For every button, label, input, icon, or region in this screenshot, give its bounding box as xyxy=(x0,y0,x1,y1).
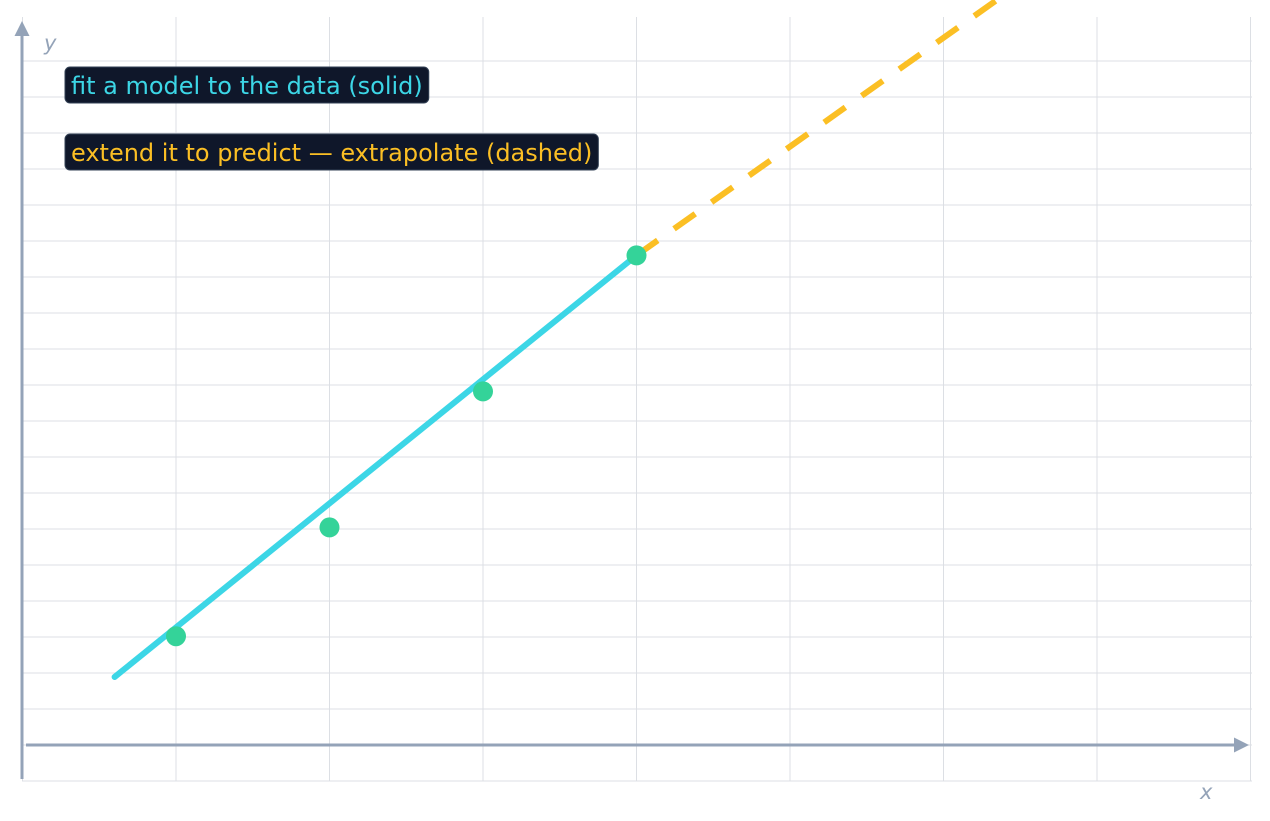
note-extrapolate-background xyxy=(64,133,599,171)
series-layer xyxy=(111,0,1003,680)
note-fit: fit a model to the data (solid) xyxy=(64,66,430,104)
data-point xyxy=(626,245,647,266)
grid xyxy=(22,17,1252,782)
data-point xyxy=(473,381,493,402)
series-line-fit xyxy=(111,252,640,680)
notes-layer: fit a model to the data (solid) extend i… xyxy=(64,66,599,171)
note-extrapolate-text: extend it to predict — extrapolate (dash… xyxy=(71,139,592,167)
note-extrapolate: extend it to predict — extrapolate (dash… xyxy=(64,133,599,171)
data-point xyxy=(166,626,186,647)
note-fit-background xyxy=(64,66,430,104)
points-layer xyxy=(166,245,647,647)
axes: x y xyxy=(14,21,1249,804)
series-line-extrapolation xyxy=(634,0,1003,258)
y-axis-label: y xyxy=(43,31,57,55)
x-axis-label: x xyxy=(1199,780,1213,804)
note-fit-text: fit a model to the data (solid) xyxy=(71,72,423,100)
data-point xyxy=(319,517,340,538)
